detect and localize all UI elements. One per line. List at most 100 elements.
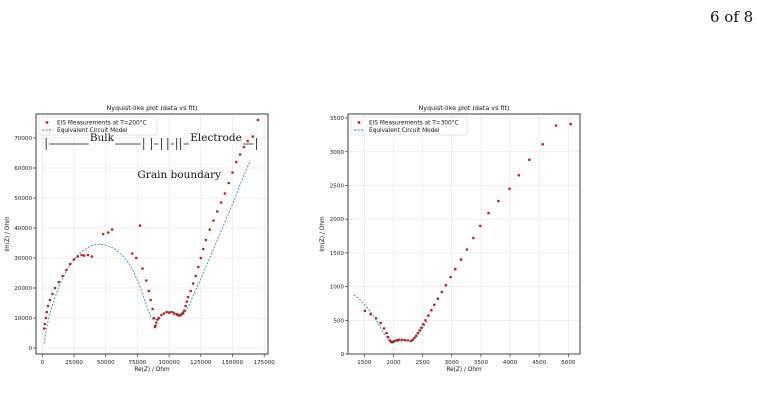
data-point — [393, 339, 396, 343]
x-tick-label: 125000 — [190, 360, 212, 366]
x-tick-label: 0 — [41, 360, 45, 366]
data-point — [131, 252, 134, 255]
data-point — [386, 335, 390, 339]
data-point — [68, 262, 72, 266]
legend-label-fit: Equivalent Circuit Model — [369, 128, 440, 134]
x-tick-label: 25000 — [65, 360, 83, 366]
data-point — [155, 321, 158, 324]
data-point — [395, 338, 399, 342]
data-point — [227, 181, 230, 185]
x-tick-label: 3500 — [474, 360, 489, 366]
data-point — [369, 312, 372, 316]
data-point — [162, 312, 166, 315]
x-tick-label: 3000 — [445, 360, 460, 366]
data-point — [433, 303, 436, 307]
x-tick-label: 2000 — [386, 360, 401, 366]
x-tick-label: 1500 — [357, 360, 372, 366]
data-point — [149, 298, 152, 302]
data-point — [235, 160, 238, 164]
data-point — [90, 255, 94, 258]
data-point — [194, 274, 197, 278]
y-tick-label: 1000 — [330, 285, 345, 291]
data-point — [400, 338, 404, 342]
nyquist-chart-300c: 1500 2000 2500 3000 3500 4000 4500 5000 0 500 1000… — [318, 96, 598, 386]
y-tick-label: 0 — [340, 352, 344, 358]
plot-area — [347, 113, 581, 355]
data-point — [424, 319, 427, 322]
data-point — [414, 334, 418, 338]
data-point — [440, 290, 444, 294]
data-point — [436, 297, 440, 300]
data-point — [65, 268, 68, 272]
data-point — [406, 339, 410, 342]
data-point — [134, 256, 138, 260]
y-axis-label: Im(Z) / Ohm — [5, 216, 11, 252]
y-tick-label: 40000 — [14, 226, 32, 232]
data-point — [145, 279, 148, 282]
x-tick-label: 175000 — [254, 360, 276, 366]
data-point — [497, 199, 500, 203]
data-point — [379, 321, 382, 325]
data-point — [186, 295, 190, 299]
data-point — [459, 258, 463, 261]
region-annotation: Grain boundary — [137, 169, 221, 181]
data-point — [44, 316, 48, 320]
data-point — [231, 171, 234, 174]
data-point — [185, 300, 189, 303]
x-tick-label: 75000 — [129, 360, 147, 366]
data-point — [427, 314, 430, 317]
data-point — [403, 338, 407, 342]
data-point — [184, 304, 187, 308]
data-point — [86, 253, 90, 257]
data-point — [151, 307, 154, 311]
data-point — [208, 228, 211, 231]
data-point — [154, 324, 157, 327]
data-point — [416, 331, 420, 335]
legend-marker-points — [45, 121, 49, 124]
data-point — [152, 316, 156, 320]
data-point — [45, 310, 49, 314]
data-point — [541, 143, 544, 146]
data-point — [251, 135, 255, 138]
data-point — [219, 201, 223, 204]
data-point — [202, 247, 205, 251]
plot-area — [35, 113, 269, 355]
data-point — [508, 187, 511, 191]
y-tick-label: 10000 — [14, 316, 32, 322]
y-tick-label: 1500 — [330, 251, 345, 257]
page-number: 6 of 8 — [710, 8, 754, 26]
data-point — [61, 274, 64, 278]
data-point — [199, 256, 203, 260]
x-tick-label: 2500 — [415, 360, 430, 366]
data-point — [374, 317, 378, 320]
y-tick-label: 3500 — [330, 116, 345, 122]
data-point — [487, 211, 490, 215]
x-tick-label: 150000 — [222, 360, 244, 366]
data-point — [53, 286, 57, 290]
data-point — [382, 327, 386, 330]
legend-box — [350, 116, 468, 136]
y-tick-label: 50000 — [14, 196, 32, 202]
x-tick-label: 4500 — [532, 360, 547, 366]
data-point — [256, 118, 260, 122]
data-point — [167, 311, 171, 314]
data-point — [242, 145, 246, 149]
y-tick-label: 60000 — [14, 166, 32, 172]
y-tick-label: 500 — [333, 318, 344, 324]
data-point — [569, 122, 572, 126]
data-point — [141, 267, 144, 270]
data-point — [191, 282, 195, 285]
data-point — [444, 283, 448, 287]
data-point — [528, 158, 531, 162]
data-point — [160, 313, 163, 317]
data-point — [170, 310, 173, 314]
x-tick-label: 5000 — [561, 360, 576, 366]
data-point — [363, 309, 367, 313]
data-point — [238, 153, 242, 156]
y-tick-label: 20000 — [14, 286, 32, 292]
y-tick-label: 3000 — [330, 150, 345, 156]
data-point — [413, 336, 416, 340]
data-point — [110, 228, 114, 231]
data-point — [223, 192, 227, 195]
data-point — [80, 253, 83, 257]
